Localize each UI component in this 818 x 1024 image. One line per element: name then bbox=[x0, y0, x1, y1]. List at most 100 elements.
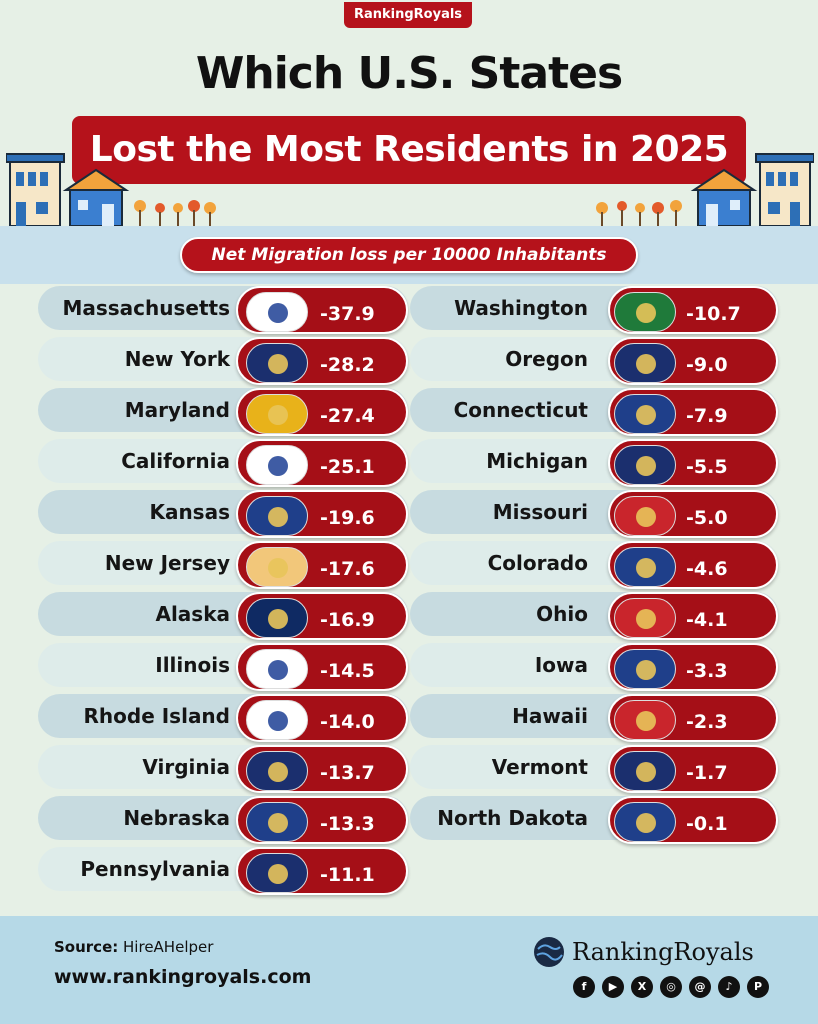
value-pill: -4.1 bbox=[608, 592, 778, 640]
value-pill: -11.1 bbox=[236, 847, 408, 895]
state-flag-icon bbox=[614, 547, 676, 587]
state-name: Connecticut bbox=[453, 398, 588, 422]
right-houses-illustration bbox=[596, 153, 814, 227]
table-row: Ohio -4.1 bbox=[0, 590, 818, 640]
value-pill: -2.3 bbox=[608, 694, 778, 742]
state-name: Kansas bbox=[149, 500, 230, 524]
facebook-icon[interactable]: f bbox=[573, 976, 595, 998]
state-name: Iowa bbox=[534, 653, 588, 677]
brand-name: RankingRoyals bbox=[572, 938, 754, 966]
migration-value: -5.0 bbox=[686, 507, 728, 529]
value-pill: -5.0 bbox=[608, 490, 778, 538]
flag-emblem bbox=[636, 507, 656, 527]
migration-value: -25.1 bbox=[320, 456, 375, 478]
state-name: Hawaii bbox=[512, 704, 588, 728]
state-name: Rhode Island bbox=[83, 704, 230, 728]
flag-emblem bbox=[636, 354, 656, 374]
value-pill: -14.5 bbox=[236, 643, 408, 691]
website-url[interactable]: www.rankingroyals.com bbox=[54, 966, 312, 988]
flag-emblem bbox=[268, 303, 288, 323]
table-row: New Jersey -17.6 bbox=[0, 539, 818, 589]
value-pill: -17.6 bbox=[236, 541, 408, 589]
state-flag-icon bbox=[246, 496, 308, 536]
page-subtitle: Lost the Most Residents in 2025 bbox=[72, 116, 746, 184]
value-pill: -28.2 bbox=[236, 337, 408, 385]
social-links: f ▶ X ◎ @ ♪ P bbox=[573, 976, 769, 998]
table-row: Missouri -5.0 bbox=[0, 488, 818, 538]
value-pill: -14.0 bbox=[236, 694, 408, 742]
state-flag-icon bbox=[246, 547, 308, 587]
flag-emblem bbox=[636, 558, 656, 578]
state-flag-icon bbox=[614, 751, 676, 791]
flag-emblem bbox=[268, 558, 288, 578]
value-pill: -13.3 bbox=[236, 796, 408, 844]
value-pill: -0.1 bbox=[608, 796, 778, 844]
youtube-icon[interactable]: ▶ bbox=[602, 976, 624, 998]
migration-value: -10.7 bbox=[686, 303, 741, 325]
state-flag-icon bbox=[246, 394, 308, 434]
flag-emblem bbox=[268, 405, 288, 425]
table-row: Virginia -13.7 bbox=[0, 743, 818, 793]
pinterest-icon[interactable]: P bbox=[747, 976, 769, 998]
table-row: Pennsylvania -11.1 bbox=[0, 845, 818, 895]
flag-emblem bbox=[268, 762, 288, 782]
ranking-list: Massachusetts -37.9 New York -28.2 Maryland -… bbox=[0, 284, 818, 916]
migration-value: -14.0 bbox=[320, 711, 375, 733]
table-row: Washington -10.7 bbox=[0, 284, 818, 334]
state-flag-icon bbox=[246, 292, 308, 332]
flag-emblem bbox=[636, 303, 656, 323]
migration-value: -37.9 bbox=[320, 303, 375, 325]
tiktok-icon[interactable]: ♪ bbox=[718, 976, 740, 998]
state-name: California bbox=[121, 449, 230, 473]
table-row: New York -28.2 bbox=[0, 335, 818, 385]
flag-emblem bbox=[268, 507, 288, 527]
flag-emblem bbox=[636, 813, 656, 833]
threads-icon[interactable]: @ bbox=[689, 976, 711, 998]
state-name: New York bbox=[124, 347, 230, 371]
table-row: Alaska -16.9 bbox=[0, 590, 818, 640]
migration-value: -1.7 bbox=[686, 762, 728, 784]
state-flag-icon bbox=[614, 394, 676, 434]
state-name: Maryland bbox=[124, 398, 230, 422]
migration-value: -27.4 bbox=[320, 405, 375, 427]
state-flag-icon bbox=[614, 496, 676, 536]
value-pill: -9.0 bbox=[608, 337, 778, 385]
state-flag-icon bbox=[614, 445, 676, 485]
table-row: Illinois -14.5 bbox=[0, 641, 818, 691]
migration-value: -17.6 bbox=[320, 558, 375, 580]
table-row: Iowa -3.3 bbox=[0, 641, 818, 691]
state-name: New Jersey bbox=[104, 551, 230, 575]
state-name: Ohio bbox=[536, 602, 588, 626]
value-pill: -16.9 bbox=[236, 592, 408, 640]
metric-label: Net Migration loss per 10000 Inhabitants bbox=[180, 237, 638, 273]
migration-value: -4.6 bbox=[686, 558, 728, 580]
table-row: Vermont -1.7 bbox=[0, 743, 818, 793]
flag-emblem bbox=[636, 609, 656, 629]
value-pill: -13.7 bbox=[236, 745, 408, 793]
table-row: Colorado -4.6 bbox=[0, 539, 818, 589]
state-flag-icon bbox=[246, 649, 308, 689]
state-flag-icon bbox=[246, 343, 308, 383]
flag-emblem bbox=[268, 354, 288, 374]
flag-emblem bbox=[636, 405, 656, 425]
table-row: Connecticut -7.9 bbox=[0, 386, 818, 436]
flag-emblem bbox=[268, 711, 288, 731]
flag-emblem bbox=[636, 762, 656, 782]
x-icon[interactable]: X bbox=[631, 976, 653, 998]
migration-value: -16.9 bbox=[320, 609, 375, 631]
value-pill: -27.4 bbox=[236, 388, 408, 436]
value-pill: -7.9 bbox=[608, 388, 778, 436]
table-row: Maryland -27.4 bbox=[0, 386, 818, 436]
migration-value: -19.6 bbox=[320, 507, 375, 529]
state-flag-icon bbox=[614, 598, 676, 638]
migration-value: -13.7 bbox=[320, 762, 375, 784]
state-flag-icon bbox=[614, 292, 676, 332]
value-pill: -4.6 bbox=[608, 541, 778, 589]
value-pill: -25.1 bbox=[236, 439, 408, 487]
value-pill: -10.7 bbox=[608, 286, 778, 334]
migration-value: -0.1 bbox=[686, 813, 728, 835]
table-row: North Dakota -0.1 bbox=[0, 794, 818, 844]
instagram-icon[interactable]: ◎ bbox=[660, 976, 682, 998]
flag-emblem bbox=[268, 456, 288, 476]
flag-emblem bbox=[636, 660, 656, 680]
